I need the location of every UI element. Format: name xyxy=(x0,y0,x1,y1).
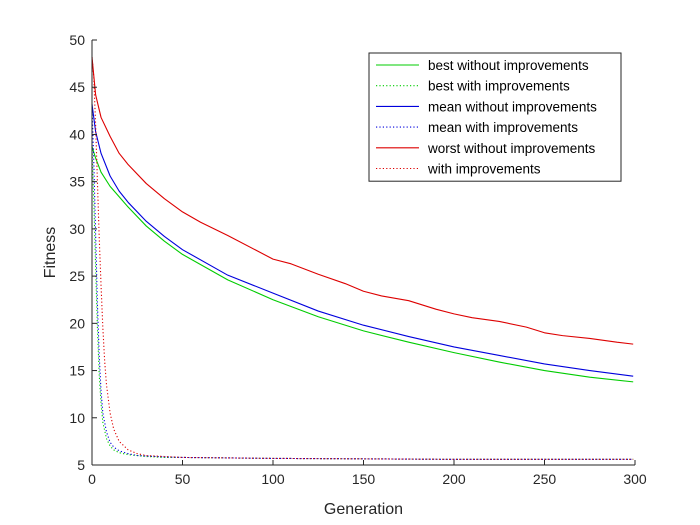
y-tick-label: 45 xyxy=(69,79,85,95)
legend-label: best with improvements xyxy=(428,79,570,94)
x-tick-label: 150 xyxy=(352,471,376,487)
y-tick-label: 40 xyxy=(69,126,85,142)
series-line-solid-best-without-improvements xyxy=(91,146,634,383)
x-tick-label: 50 xyxy=(175,471,191,487)
series-line-solid-mean-without-improvements xyxy=(91,104,634,377)
legend-label: mean with improvements xyxy=(428,120,578,135)
y-tick-label: 5 xyxy=(77,457,85,473)
x-tick-label: 250 xyxy=(533,471,557,487)
legend-label: mean without improvements xyxy=(428,99,597,114)
legend-label: worst without improvements xyxy=(427,141,596,156)
legend: best without improvements best with impro… xyxy=(368,52,622,182)
series-line-dotted-mean-with-improvements xyxy=(91,104,634,460)
series-line-dotted-with-improvements xyxy=(91,56,634,460)
y-tick-label: 25 xyxy=(69,268,85,284)
y-tick-label: 50 xyxy=(69,32,85,48)
legend-box xyxy=(368,52,622,182)
x-tick-label: 200 xyxy=(442,471,466,487)
y-tick-label: 15 xyxy=(69,363,85,379)
legend-label: best without improvements xyxy=(428,58,589,73)
x-tick-label: 300 xyxy=(623,471,647,487)
series-line-solid-worst-without-improvements xyxy=(91,56,634,345)
y-tick-label: 30 xyxy=(69,221,85,237)
axes-layer: 0 50 100 150 200 250 300 5 10 15 20 25 30 35 40 45 50 xyxy=(69,32,646,487)
x-tick-label: 0 xyxy=(88,471,96,487)
y-tick-label: 10 xyxy=(69,410,85,426)
series-layer xyxy=(91,56,634,460)
legend-label: with improvements xyxy=(427,162,541,177)
y-tick-label: 20 xyxy=(69,315,85,331)
x-tick-label: 100 xyxy=(261,471,285,487)
y-tick-label: 35 xyxy=(69,174,85,190)
x-axis-label: Generation xyxy=(324,501,403,518)
y-axis-label: Fitness xyxy=(42,227,59,279)
